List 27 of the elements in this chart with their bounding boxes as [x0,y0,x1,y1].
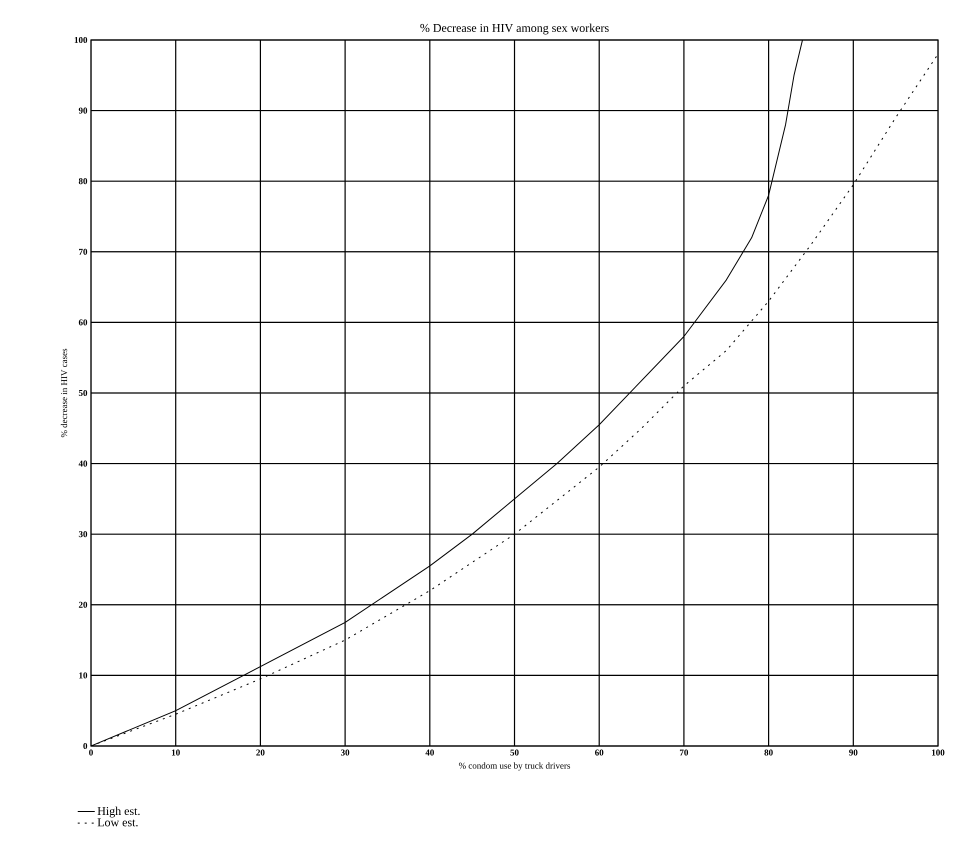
x-tick-label: 80 [764,750,773,756]
x-tick-label: 90 [849,750,858,756]
y-tick-label: 10 [79,672,88,678]
y-tick-label: 40 [78,460,88,467]
legend-label: High est. [98,806,140,818]
y-tick-label: 100 [74,36,88,44]
x-tick-label: 10 [172,750,180,756]
x-tick-label: 50 [510,750,519,756]
y-tick-label: 30 [78,531,88,538]
y-tick-label: 20 [78,602,88,608]
x-tick-label: 0 [89,750,93,756]
y-tick-label: 0 [83,742,88,750]
x-tick-label: 100 [932,750,944,756]
x-tick-label: 30 [340,750,350,756]
x-tick-label: 60 [595,750,604,756]
y-tick-label: 80 [78,178,88,184]
y-axis-title: % decrease in HIV cases [60,348,68,438]
x-axis-title: % condom use by truck drivers [458,762,570,771]
y-tick-label: 60 [78,319,88,326]
chart-title: % Decrease in HIV among sex workers [420,24,609,34]
x-tick-label: 70 [680,750,688,756]
y-tick-label: 90 [78,108,88,114]
x-tick-label: 40 [425,750,434,756]
y-tick-label: 70 [79,248,88,255]
y-tick-label: 50 [78,390,88,396]
legend-label: Low est. [98,818,138,826]
x-tick-label: 20 [256,750,265,756]
